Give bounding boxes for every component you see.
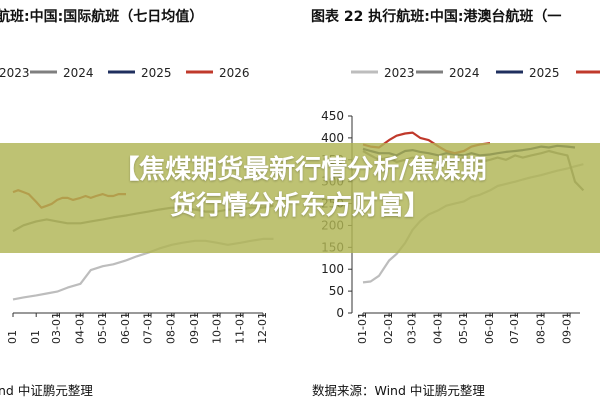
left-chart-title: 航班:中国:国际航班（七日均值） [0, 9, 204, 25]
x-tick-label: 10-01 [210, 312, 223, 344]
x-tick-label: 05-01 [457, 312, 470, 344]
x-tick-label: 06-01 [119, 312, 132, 344]
legend-label: 2023 [384, 66, 415, 80]
legend-label: 2023 [0, 66, 30, 80]
x-tick-label: 08-01 [165, 312, 178, 344]
x-tick-label: 12-01 [256, 312, 269, 344]
legend-label: 2025 [529, 66, 560, 80]
x-tick-label: 06-01 [483, 312, 496, 344]
y-tick-label: 450 [321, 109, 344, 123]
y-tick-label: 50 [329, 284, 344, 298]
x-tick-label: 08-01 [534, 312, 547, 344]
x-tick-label: 05-01 [96, 312, 109, 344]
x-tick-label: 01 [6, 330, 19, 344]
x-tick-label: 09-01 [188, 312, 201, 344]
x-tick-label: 09-01 [560, 312, 573, 344]
y-tick-label: 100 [321, 262, 344, 276]
x-tick-label: 04-01 [73, 312, 86, 344]
x-tick-label: 01-01 [356, 312, 369, 344]
overlay-banner-line-1: 【焦煤期货最新行情分析/焦煤期 [113, 155, 487, 185]
x-tick-label: 02-01 [382, 312, 395, 344]
overlay-banner-line-2: 货行情分析东方财富】 [169, 191, 430, 221]
left-chart-source: nd 中证鹏元整理 [0, 383, 93, 398]
right-chart-title: 图表 22 执行航班:中国:港澳台航班（一 [311, 9, 562, 25]
overlay-banner-title: 【焦煤期货最新行情分析/焦煤期 货行情分析东方财富】 [0, 152, 600, 224]
x-tick-label: 07-01 [508, 312, 521, 344]
right-chart-source: 数据来源：Wind 中证鹏元整理 [312, 383, 485, 398]
overlay-banner [0, 143, 600, 253]
x-tick-label: 01 [29, 330, 42, 344]
x-tick-label: 07-01 [141, 312, 154, 344]
legend-label: 2024 [63, 66, 94, 80]
x-tick-label: 04-01 [432, 312, 445, 344]
y-tick-label: 0 [336, 306, 344, 320]
legend-label: 2026 [219, 66, 250, 80]
x-tick-label: 03-01 [50, 312, 63, 344]
legend-label: 2025 [141, 66, 172, 80]
x-tick-label: 03-01 [406, 312, 419, 344]
y-tick-label: 400 [321, 131, 344, 145]
x-tick-label: 11-01 [234, 312, 247, 344]
legend-label: 2024 [449, 66, 480, 80]
